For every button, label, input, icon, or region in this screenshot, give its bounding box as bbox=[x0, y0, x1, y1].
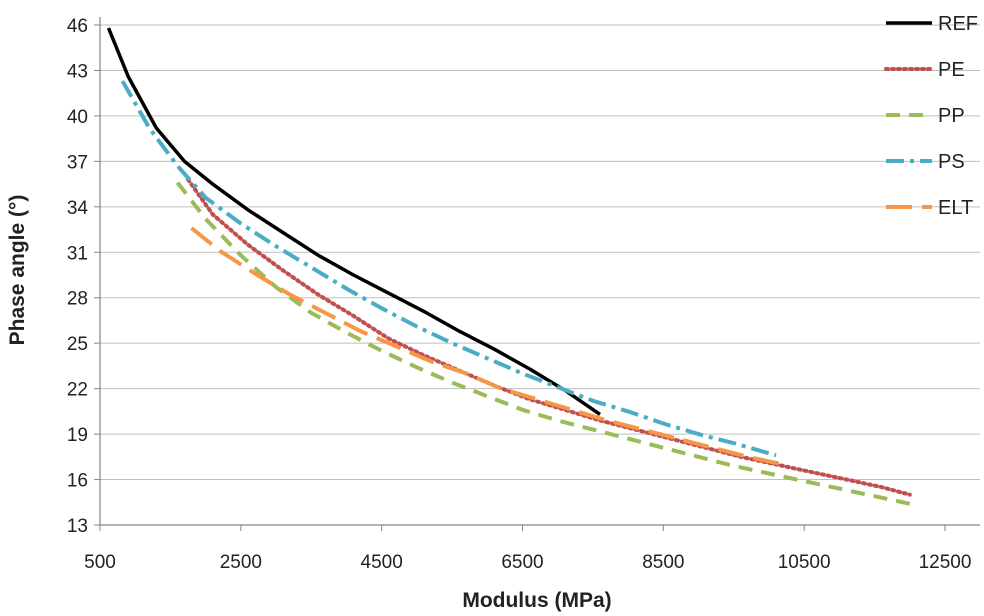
y-tick-label: 16 bbox=[67, 471, 88, 492]
x-tick-label: 12500 bbox=[919, 552, 972, 573]
series-line-ps bbox=[120, 80, 777, 458]
y-tick-label: 13 bbox=[67, 516, 88, 537]
legend-label-pp: PP bbox=[938, 105, 965, 127]
y-tick-label: 31 bbox=[67, 243, 88, 264]
x-tick-label: 500 bbox=[84, 552, 116, 573]
x-axis-title: Modulus (MPa) bbox=[462, 589, 611, 612]
x-tick-label: 10500 bbox=[778, 552, 831, 573]
plot-area bbox=[106, 27, 918, 508]
y-axis-title: Phase angle (°) bbox=[6, 195, 29, 346]
y-tick-label: 34 bbox=[67, 198, 89, 219]
x-tick-label: 4500 bbox=[361, 552, 403, 573]
legend-label-ps: PS bbox=[938, 151, 965, 173]
y-tick-label: 37 bbox=[67, 152, 88, 173]
legend-label-pe: PE bbox=[938, 59, 965, 81]
series-line-elt bbox=[190, 226, 784, 467]
y-tick-label: 19 bbox=[67, 425, 88, 446]
series-line-pp bbox=[175, 181, 918, 508]
y-tick-label: 28 bbox=[67, 289, 88, 310]
series-line-ref bbox=[106, 27, 601, 416]
y-tick-label: 22 bbox=[67, 380, 88, 401]
gridlines bbox=[100, 24, 980, 481]
y-tick-label: 43 bbox=[67, 61, 88, 82]
y-tick-label: 46 bbox=[67, 16, 88, 37]
axes: 13 16 19 22 25 28 31 34 37 40 43 46 500 2500 4500 6500 8… bbox=[67, 16, 980, 573]
series-line-pe bbox=[186, 177, 912, 497]
x-tick-label: 8500 bbox=[642, 552, 684, 573]
x-tick-label: 2500 bbox=[220, 552, 262, 573]
legend-label-elt: ELT bbox=[938, 197, 973, 219]
y-tick-label: 25 bbox=[67, 334, 88, 355]
legend: REF PE PP PS ELT bbox=[884, 13, 978, 219]
y-tick-label: 40 bbox=[67, 107, 88, 128]
legend-label-ref: REF bbox=[938, 13, 978, 35]
x-tick-label: 6500 bbox=[501, 552, 543, 573]
